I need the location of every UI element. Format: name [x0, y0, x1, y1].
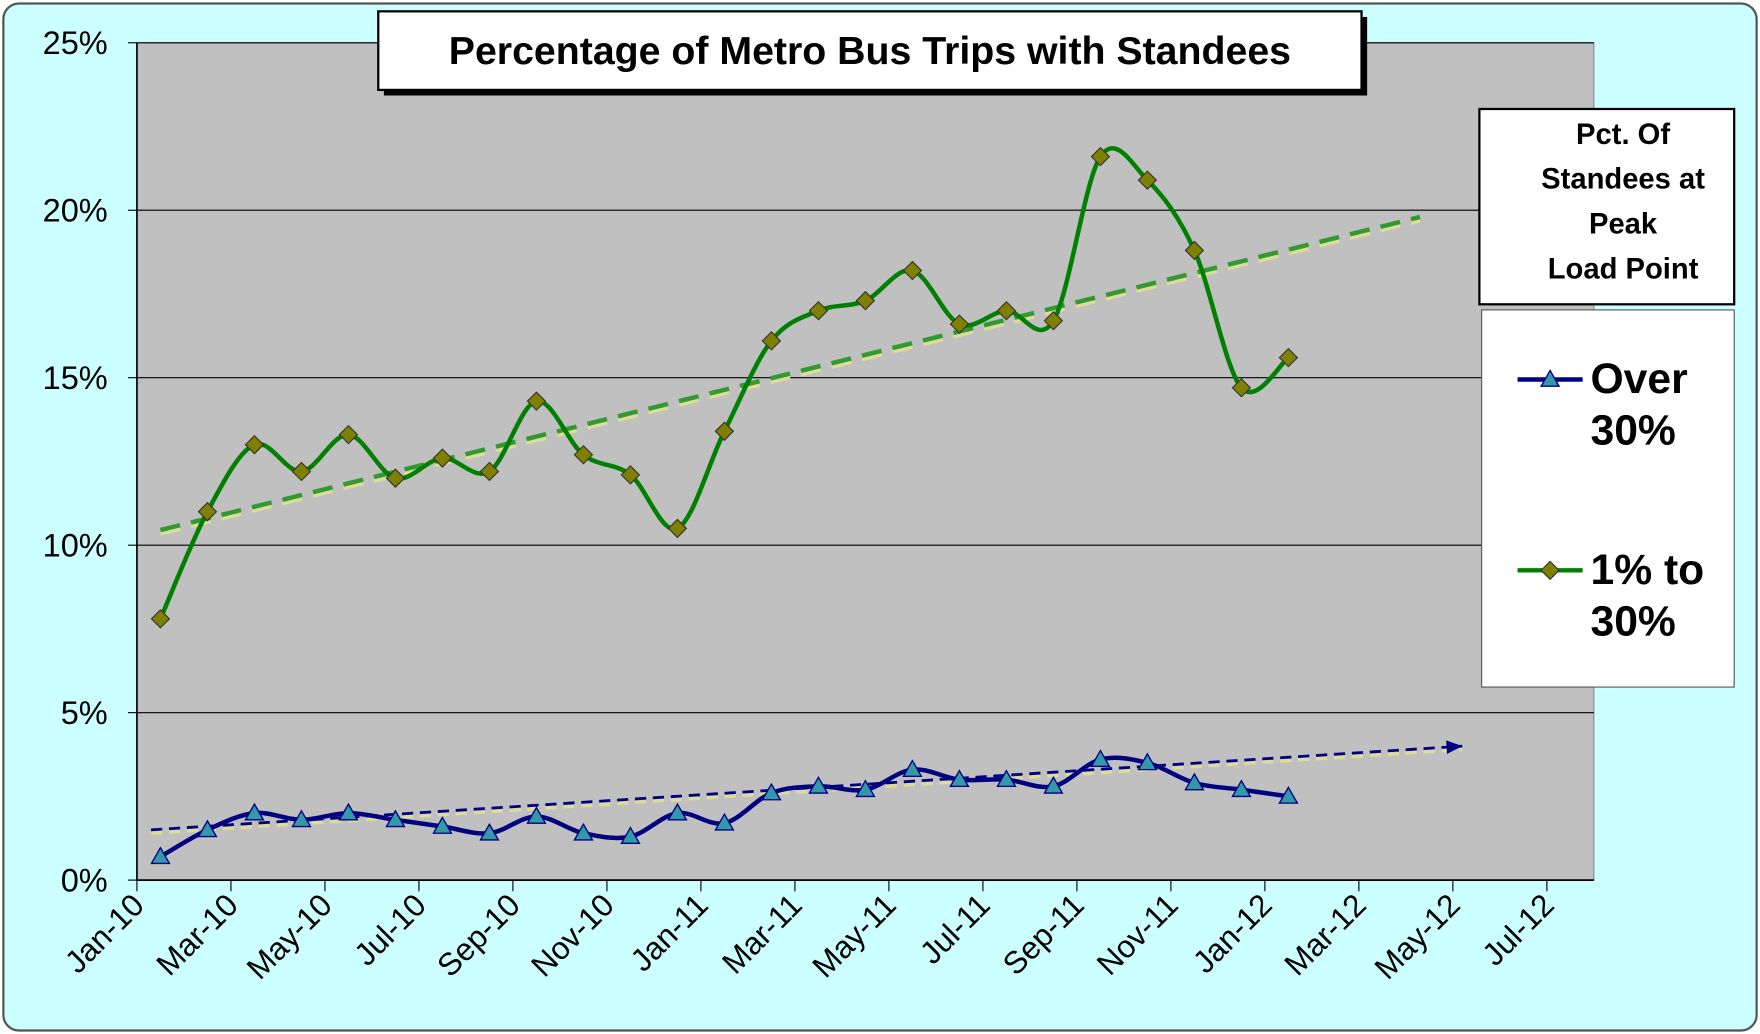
y-tick-label: 5% — [61, 695, 108, 731]
marker — [949, 769, 970, 788]
marker — [902, 260, 923, 281]
title-box — [377, 10, 1363, 92]
y-tick-label: 20% — [43, 192, 108, 228]
marker — [949, 314, 970, 334]
marker — [526, 391, 547, 411]
marker — [291, 461, 312, 482]
marker — [620, 465, 641, 485]
marker — [667, 518, 688, 539]
marker — [479, 461, 500, 482]
marker — [573, 444, 594, 465]
marker — [1278, 786, 1299, 804]
trendline-shadow — [159, 218, 1421, 536]
marker — [1137, 752, 1158, 771]
marker — [1231, 779, 1252, 798]
y-tick-label: 15% — [43, 360, 108, 396]
marker — [1043, 310, 1064, 331]
legend-title: Pct. Of — [1576, 119, 1670, 151]
marker — [244, 434, 265, 455]
marker — [291, 809, 312, 828]
chart-title: Percentage of Metro Bus Trips with Stand… — [449, 29, 1291, 73]
marker — [1184, 772, 1205, 791]
y-tick-label: 0% — [61, 862, 108, 898]
marker — [432, 816, 453, 834]
marker — [714, 812, 735, 831]
y-tick-label: 10% — [43, 527, 108, 563]
marker — [385, 809, 406, 828]
legend-title-box — [1478, 107, 1736, 306]
marker — [1090, 749, 1111, 767]
legend-marker — [1539, 369, 1561, 387]
legend-label: Over 30% — [1591, 355, 1700, 455]
marker — [1278, 347, 1299, 368]
marker — [1043, 775, 1064, 794]
trendline-shadow — [150, 747, 1463, 835]
marker — [244, 802, 265, 821]
marker — [808, 300, 829, 321]
plot-area — [136, 42, 1595, 881]
marker — [855, 290, 876, 311]
legend-title: Standees at — [1541, 164, 1705, 196]
y-tick-label: 25% — [43, 25, 108, 61]
trendline-arrow — [1446, 740, 1463, 754]
marker — [808, 775, 829, 794]
marker — [996, 300, 1017, 321]
legend-title: Peak — [1589, 209, 1658, 241]
marker — [385, 468, 406, 488]
legend-label: 1% to 30% — [1591, 546, 1717, 646]
marker — [197, 501, 218, 522]
marker — [996, 769, 1017, 788]
marker — [479, 822, 500, 841]
marker — [432, 448, 453, 468]
marker — [761, 782, 782, 801]
marker — [526, 806, 547, 824]
marker — [338, 802, 359, 821]
marker — [1137, 170, 1158, 190]
marker — [1231, 377, 1252, 398]
marker — [1184, 240, 1205, 261]
marker — [855, 779, 876, 798]
marker — [714, 421, 735, 442]
trendline — [159, 214, 1421, 533]
marker — [150, 609, 171, 629]
marker — [150, 846, 171, 865]
marker — [902, 759, 923, 777]
marker — [620, 826, 641, 844]
marker — [667, 802, 688, 821]
marker — [573, 822, 594, 841]
legend-box — [1481, 309, 1735, 688]
marker — [338, 424, 359, 445]
legend-marker — [1540, 560, 1560, 581]
legend-title: Load Point — [1548, 253, 1699, 285]
marker — [1090, 146, 1111, 167]
marker — [761, 331, 782, 351]
marker — [197, 819, 218, 838]
